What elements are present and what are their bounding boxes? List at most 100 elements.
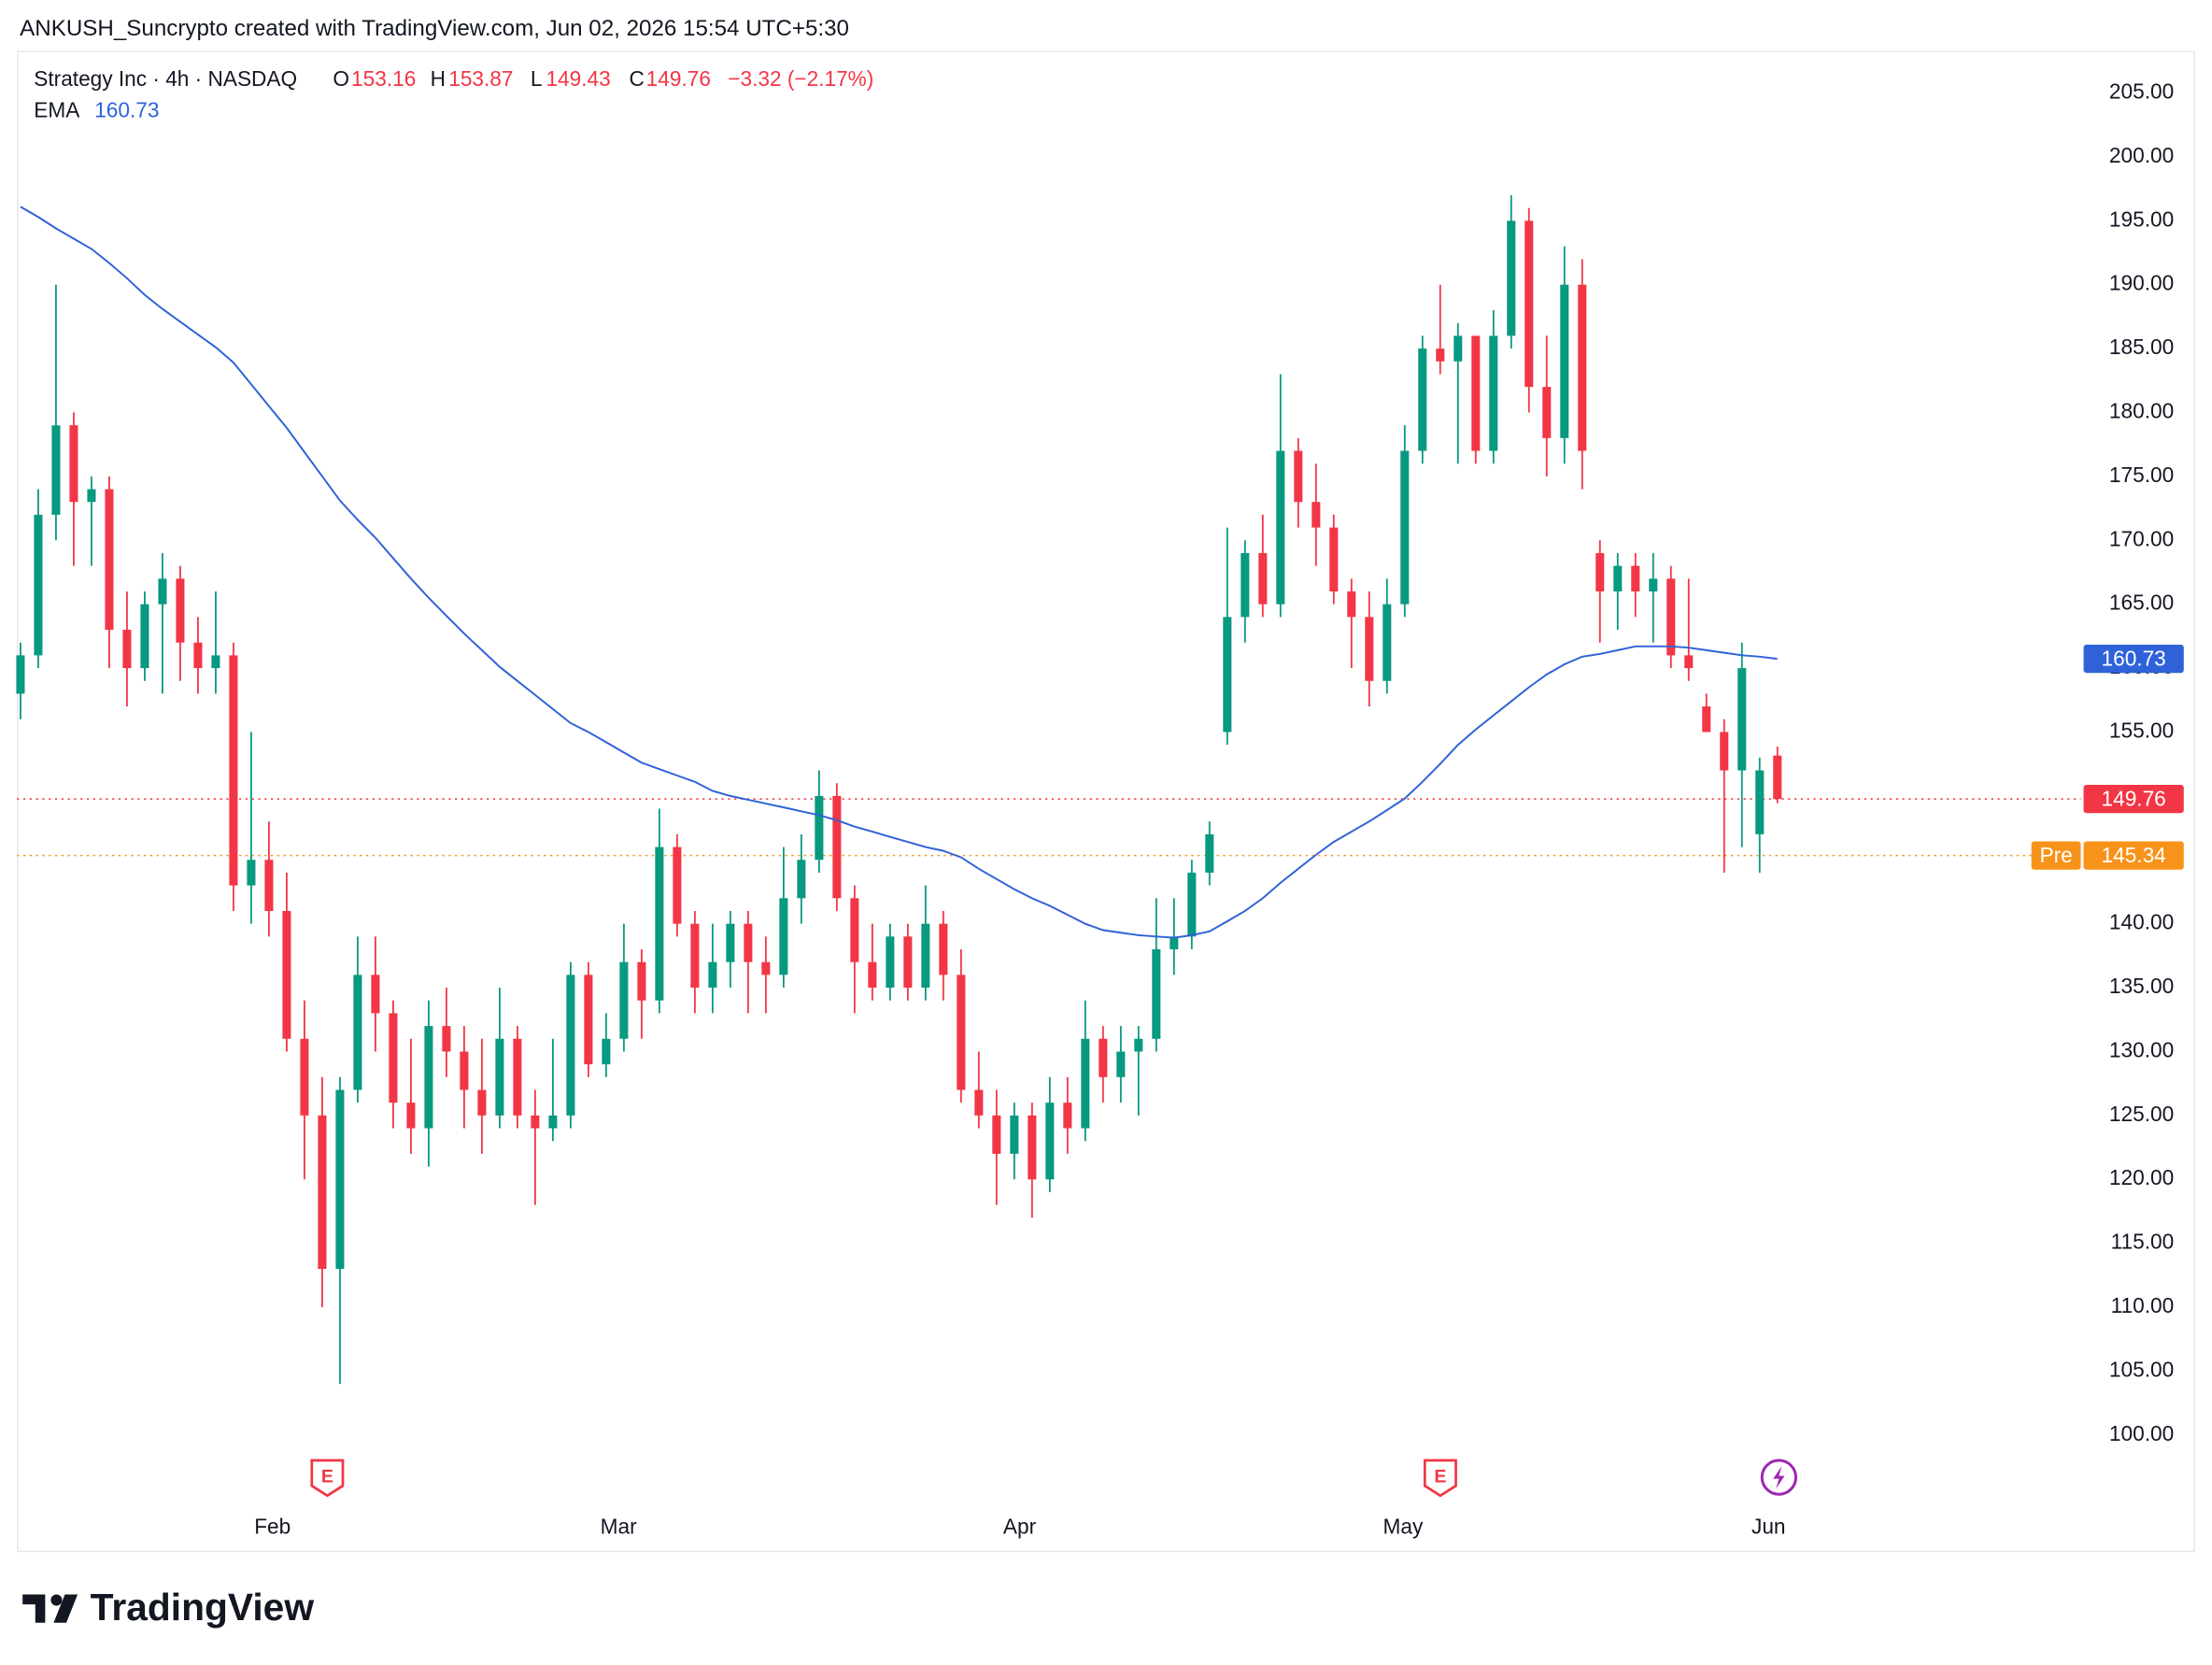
candle-body <box>247 860 256 886</box>
candle-body <box>1152 949 1161 1039</box>
premarket-badge-bg <box>2083 841 2184 870</box>
legend-ema-name: EMA <box>34 97 80 121</box>
dividend-marker <box>1760 1459 1797 1496</box>
legend-low: 149.43 <box>546 66 610 91</box>
candle-body <box>300 1038 309 1116</box>
candle-body <box>1684 655 1694 669</box>
candle-body <box>619 961 629 1039</box>
candle-body <box>353 975 362 1090</box>
y-tick-label: 195.00 <box>2109 206 2174 231</box>
y-tick-label: 165.00 <box>2109 591 2174 615</box>
candle-body <box>424 1026 433 1129</box>
candle-body <box>584 975 593 1065</box>
candle-body <box>1542 387 1552 438</box>
candle-body <box>690 923 700 989</box>
candle-body <box>1560 284 1569 438</box>
candle-body <box>229 655 238 886</box>
candle-body <box>1436 349 1445 362</box>
y-tick-label: 175.00 <box>2109 462 2174 487</box>
candle-body <box>655 847 664 1001</box>
header: ANKUSH_Suncrypto created with TradingVie… <box>20 16 849 41</box>
candle-body <box>264 860 274 911</box>
candle-body <box>122 630 132 669</box>
candle-body <box>389 1013 398 1103</box>
earnings-marker: E <box>1423 1459 1457 1498</box>
candle-body <box>1365 617 1374 681</box>
plot: 100.00 105.00 110.00 115.00 120.00 125.00 130.… <box>16 78 2174 1538</box>
y-tick-label: 110.00 <box>2111 1293 2175 1317</box>
candle-body <box>371 975 380 1014</box>
candle-body <box>602 1038 611 1065</box>
candle-body <box>1773 755 1782 800</box>
candle-body <box>1205 833 1214 873</box>
candle-body <box>1276 450 1285 605</box>
candle-body <box>673 847 682 924</box>
candle-body <box>1666 578 1676 656</box>
ema-badge-bg <box>2083 644 2184 674</box>
y-tick-label: 200.00 <box>2109 143 2174 167</box>
y-tick-label: 105.00 <box>2109 1357 2174 1381</box>
close-badge-bg <box>2083 785 2184 814</box>
candle-body <box>1631 565 1640 591</box>
y-tick-label: 115.00 <box>2111 1230 2175 1254</box>
candle-body <box>87 489 96 503</box>
candle-body <box>1595 552 1605 591</box>
y-tick-label: 135.00 <box>2109 974 2174 998</box>
candle-body <box>495 1038 504 1116</box>
candle-body <box>1471 335 1481 451</box>
y-tick-label: 180.00 <box>2109 398 2174 422</box>
legend-ema-value: 160.73 <box>94 97 159 121</box>
candle-body <box>105 489 114 631</box>
legend-high: 153.87 <box>448 66 513 91</box>
earnings-marker: E <box>310 1459 345 1498</box>
candle-body <box>335 1089 345 1269</box>
candle-body <box>158 578 167 605</box>
premarket-tag-bg <box>2031 841 2081 870</box>
candle-body <box>566 975 575 1116</box>
candle-body <box>1223 617 1232 733</box>
candle-body <box>726 923 735 962</box>
svg-text:E: E <box>1434 1466 1446 1487</box>
candle-body <box>939 923 948 975</box>
candle-body <box>1116 1051 1126 1077</box>
ema-line <box>20 206 1778 939</box>
candle-body <box>744 923 753 962</box>
candle-body <box>140 604 149 669</box>
y-tick-label: 140.00 <box>2109 910 2174 934</box>
candle-body <box>477 1089 487 1116</box>
candle-body <box>1578 284 1587 451</box>
candle-body <box>1170 936 1179 950</box>
candle-body <box>16 655 25 694</box>
candle-body <box>176 578 185 643</box>
chart-frame <box>17 50 2195 1553</box>
x-tick-label: Feb <box>254 1514 291 1538</box>
candle-body <box>460 1051 469 1090</box>
x-tick-label: Apr <box>1003 1514 1037 1538</box>
candle-body <box>1258 552 1268 605</box>
candle-body <box>1720 732 1729 771</box>
candle-body <box>442 1026 451 1052</box>
candle-body <box>886 936 895 989</box>
candle-body <box>1453 335 1463 362</box>
candle-body <box>1028 1115 1037 1180</box>
candle-body <box>34 514 43 656</box>
candle-body <box>1081 1038 1090 1129</box>
svg-text:E: E <box>321 1466 333 1487</box>
candle-body <box>903 936 913 989</box>
ema-badge: 160.73 <box>2102 647 2166 671</box>
y-tick-label: 205.00 <box>2109 78 2174 103</box>
candle-body <box>1524 221 1534 388</box>
candle-body <box>318 1115 327 1269</box>
candle-body <box>1507 221 1516 336</box>
y-tick-label: 155.00 <box>2109 718 2174 742</box>
y-tick-label: 120.00 <box>2109 1165 2174 1189</box>
y-tick-label: 185.00 <box>2109 334 2174 359</box>
candle-body <box>282 910 291 1039</box>
candle-body <box>1649 578 1658 591</box>
x-tick-label: Jun <box>1751 1514 1786 1538</box>
y-tick-label: 130.00 <box>2109 1037 2174 1061</box>
premarket-tag: Pre <box>2039 843 2072 867</box>
candle-body <box>868 961 877 989</box>
